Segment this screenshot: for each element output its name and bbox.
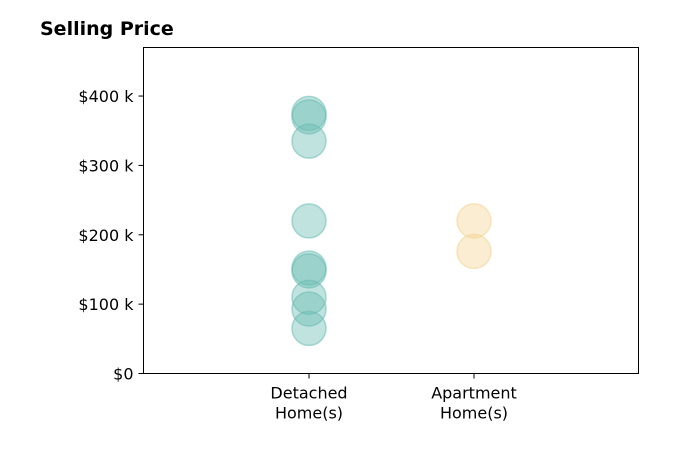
data-point bbox=[291, 279, 327, 315]
y-axis: $0 $100 k $200 k $300 k $400 k bbox=[78, 87, 144, 384]
plot-area-frame bbox=[143, 47, 639, 374]
chart-title: Selling Price bbox=[40, 18, 174, 40]
x-tick-label: Apartment Home(s) bbox=[431, 384, 517, 423]
y-tick-label: $100 k bbox=[78, 295, 134, 314]
x-axis: Detached Home(s) Apartment Home(s) bbox=[270, 373, 517, 423]
data-points bbox=[291, 95, 492, 347]
y-tick-label: $0 bbox=[113, 365, 133, 384]
data-point bbox=[291, 123, 327, 159]
y-tick-label: $200 k bbox=[78, 226, 134, 245]
data-point bbox=[291, 291, 327, 327]
y-tick-label: $400 k bbox=[78, 87, 134, 106]
data-point bbox=[291, 203, 327, 239]
data-point bbox=[291, 310, 327, 347]
x-tick-label: Detached Home(s) bbox=[270, 384, 347, 423]
y-tick-label: $300 k bbox=[78, 156, 134, 175]
data-point bbox=[456, 233, 492, 270]
data-point bbox=[291, 253, 327, 289]
data-point bbox=[456, 203, 492, 239]
data-point bbox=[291, 99, 327, 135]
